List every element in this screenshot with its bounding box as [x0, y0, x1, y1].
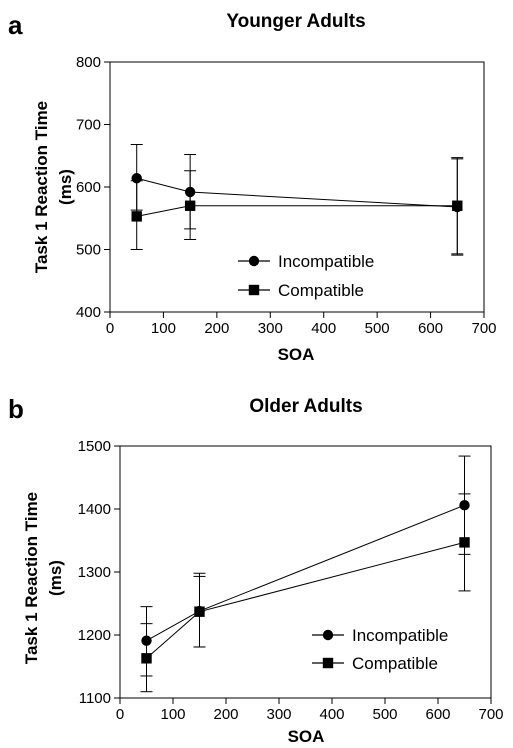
panel-a-ytick-label: 700 — [76, 117, 101, 134]
panel-a-xtick-label: 300 — [258, 320, 283, 337]
panel-a-ylabel-line1: Task 1 Reaction Time — [32, 101, 51, 273]
panel-b-xtick-label: 400 — [319, 706, 344, 723]
panel-b-legend-item-compatible: Compatible — [312, 654, 438, 673]
panel-b-xtick-label: 600 — [425, 706, 450, 723]
panel-a-legend: Incompatible Compatible — [238, 252, 374, 300]
panel-b-ytick-label: 1100 — [79, 690, 111, 707]
panel-b-ytick-label: 1400 — [78, 501, 111, 518]
panel-a-compatible-point — [452, 200, 463, 211]
panel-b-compatible-point — [194, 606, 205, 617]
panel-b-ylabel-line1: Task 1 Reaction Time — [22, 492, 41, 664]
panel-a-xtick-label: 600 — [418, 320, 443, 337]
panel-b-letter: b — [8, 394, 24, 424]
panel-a-ytick-label: 500 — [76, 242, 101, 259]
panel-b-ytick-label: 1200 — [78, 627, 111, 644]
panel-b-legend-label-compatible: Compatible — [352, 654, 438, 673]
panel-a-plot-area: 400 500 600 700 800 0 100 200 300 400 500 600 700 Inc… — [76, 54, 497, 337]
panel-a: a Younger Adults Task 1 Reaction Time (m… — [8, 10, 497, 364]
panel-b-legend: Incompatible Compatible — [312, 626, 448, 673]
panel-a-xtick-label: 100 — [151, 320, 176, 337]
panel-b-xtick-label: 100 — [160, 706, 185, 723]
panel-b-title: Older Adults — [249, 396, 362, 417]
panel-b-legend-marker-compatible — [322, 657, 334, 669]
panel-b-xlabel: SOA — [288, 727, 325, 746]
panel-a-legend-item-compatible: Compatible — [238, 281, 364, 300]
panel-b-compatible-point — [459, 537, 470, 548]
panel-a-series-incompatible — [130, 144, 464, 256]
panel-a-xtick-label: 500 — [365, 320, 390, 337]
panel-a-frame — [109, 61, 485, 313]
panel-b-legend-item-incompatible: Incompatible — [312, 626, 448, 645]
panel-a-series-compatible — [130, 157, 464, 255]
panel-a-ytick-label: 800 — [76, 54, 101, 71]
panel-b-legend-label-incompatible: Incompatible — [352, 626, 448, 645]
panel-b-legend-marker-incompatible — [322, 629, 334, 641]
panel-b-ylabel-line2: (ms) — [46, 560, 65, 596]
panel-b-ytick-label: 1500 — [78, 438, 111, 455]
panel-a-compatible-line — [136, 205, 458, 217]
panel-a-ytick-label: 600 — [76, 179, 101, 196]
panel-b-xtick-label: 0 — [116, 706, 124, 723]
panel-b-xtick-label: 200 — [213, 706, 238, 723]
panel-b-ytick-label: 1300 — [78, 564, 111, 581]
panel-a-xtick-label: 200 — [204, 320, 229, 337]
panel-a-letter: a — [8, 10, 23, 40]
panel-a-legend-label-incompatible: Incompatible — [278, 252, 374, 271]
panel-a-legend-marker-incompatible — [248, 255, 260, 267]
panel-b-plot-area: 1100 1200 1300 1400 1500 0 100 200 300 400 500 600 7… — [78, 438, 504, 723]
panel-a-compatible-point — [131, 211, 142, 222]
panel-a-xtick-label: 700 — [471, 320, 496, 337]
panel-a-ytick-label: 400 — [76, 304, 101, 321]
panel-a-legend-item-incompatible: Incompatible — [238, 252, 374, 271]
panel-a-compatible-point — [184, 200, 196, 211]
panel-b-xtick-label: 300 — [266, 706, 291, 723]
panel-a-xlabel: SOA — [278, 345, 315, 364]
panel-b-xtick-label: 700 — [478, 706, 503, 723]
panel-a-xtick-label: 0 — [106, 320, 114, 337]
panel-a-incompatible-line — [136, 177, 458, 208]
panel-a-title: Younger Adults — [226, 11, 365, 32]
panel-b: b Older Adults Task 1 Reaction Time (ms)… — [8, 394, 504, 746]
panel-a-ylabel-line2: (ms) — [56, 169, 75, 205]
panel-b-series-compatible — [140, 493, 471, 693]
panel-b-compatible-point — [141, 653, 152, 664]
panel-a-legend-label-compatible: Compatible — [278, 281, 364, 300]
panel-a-legend-marker-compatible — [248, 284, 260, 296]
panel-a-xtick-label: 400 — [311, 320, 336, 337]
panel-b-xtick-label: 500 — [372, 706, 397, 723]
